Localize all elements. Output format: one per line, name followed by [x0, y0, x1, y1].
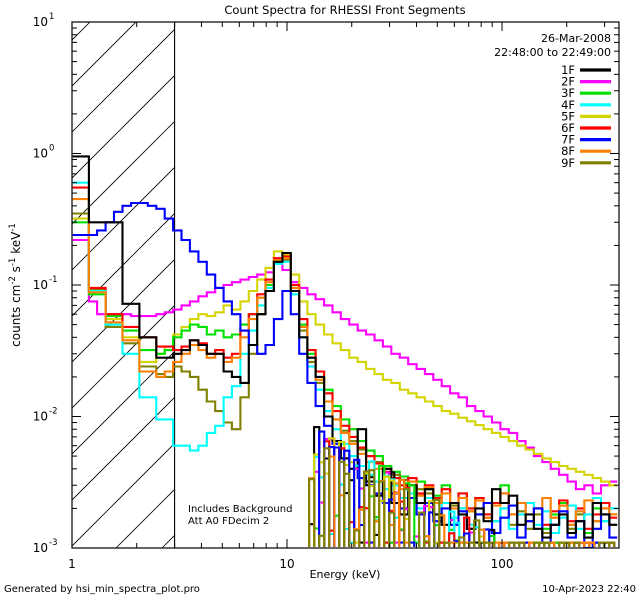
hatch-line	[72, 74, 175, 179]
footer-generator: Generated by hsi_min_spectra_plot.pro	[4, 584, 200, 595]
series-line-5f	[72, 217, 618, 487]
excluded-band-hatching	[72, 22, 176, 548]
legend-label-5f: 5F	[561, 109, 575, 123]
y-tick-mantissa: 10	[33, 278, 48, 292]
y-axis-label-text: counts cm-2 s-1 keV-1	[8, 223, 23, 347]
noise-spike	[563, 541, 571, 547]
y-tick-exponent: 0	[49, 144, 54, 154]
noise-spike	[463, 516, 471, 547]
annotation-attenuator: Att A0 FDecim 2	[188, 516, 269, 527]
noise-spike	[423, 540, 431, 547]
x-axis-label: Energy (keV)	[310, 568, 381, 581]
legend-label-2f: 2F	[561, 75, 575, 89]
series-line-2f	[72, 238, 618, 495]
noise-spike	[433, 498, 441, 547]
annotation-background: Includes Background	[188, 504, 292, 515]
noise-spike	[353, 458, 361, 547]
legend-label-9f: 9F	[561, 156, 575, 170]
noise-spike	[388, 511, 396, 547]
page-title: Count Spectra for RHESSI Front Segments	[224, 3, 465, 17]
noise-spike	[573, 541, 581, 547]
series-layer	[72, 155, 618, 548]
footer-timestamp: 10-Apr-2023 22:40	[542, 584, 636, 595]
noise-spike	[343, 472, 351, 547]
y-tick-label: 10 -1	[33, 275, 58, 292]
noise-spike	[378, 480, 386, 547]
y-tick-exponent: -2	[49, 407, 57, 417]
y-tick-mantissa: 10	[33, 147, 48, 161]
observation-date: 26-Mar-2008	[541, 32, 611, 45]
noise-spike	[308, 478, 316, 547]
noise-spike	[543, 541, 551, 547]
hatch-line	[72, 22, 137, 87]
legend-label-7f: 7F	[561, 133, 575, 147]
legend-label-8f: 8F	[561, 144, 575, 158]
y-tick-label: 10 -3	[33, 538, 58, 555]
plot-frame	[71, 21, 620, 549]
noise-spike	[588, 541, 596, 547]
y-tick-exponent: -1	[49, 275, 57, 285]
x-tick-labels: 1 10 100	[68, 557, 513, 571]
noise-spike	[368, 469, 376, 547]
noise-spike	[608, 541, 616, 547]
x-tick-label: 10	[279, 557, 294, 571]
y-tick-exponent: 1	[49, 12, 54, 22]
y-tick-label: 10 1	[33, 12, 55, 29]
hatch-line	[72, 212, 175, 317]
y-tick-label: 10 -2	[33, 407, 58, 424]
noise-spike	[473, 519, 481, 547]
hatch-line	[72, 258, 175, 363]
noise-spike	[458, 536, 466, 547]
x-tick-label: 100	[491, 557, 514, 571]
noise-spike	[488, 541, 496, 547]
legend-label-1f: 1F	[561, 63, 575, 77]
y-tick-mantissa: 10	[33, 410, 48, 424]
y-axis-label: counts cm-2 s-1 keV-1	[8, 223, 23, 347]
noise-spike	[403, 487, 411, 547]
x-tick-label: 1	[68, 557, 76, 571]
noise-spike	[518, 541, 526, 547]
legend-label-4f: 4F	[561, 98, 575, 112]
y-tick-label: 10 0	[33, 144, 55, 161]
noise-spike	[323, 447, 331, 547]
noise-spike	[418, 511, 426, 547]
legend-label-6f: 6F	[561, 121, 575, 135]
y-tick-exponent: -3	[49, 538, 57, 548]
y-tick-mantissa: 10	[33, 15, 48, 29]
series-line-1f	[72, 155, 618, 539]
hatch-line	[72, 166, 175, 271]
legend-label-3f: 3F	[561, 86, 575, 100]
series-noise-9f	[308, 447, 616, 547]
hatch-lines	[72, 22, 175, 548]
noise-spike	[443, 541, 451, 547]
hatch-line	[72, 396, 175, 501]
noise-spike	[448, 532, 456, 547]
observation-interval: 22:48:00 to 22:49:00	[494, 46, 611, 59]
noise-spike	[353, 529, 361, 547]
y-tick-mantissa: 10	[33, 541, 48, 555]
hatch-line	[72, 442, 175, 547]
hatch-line	[72, 28, 175, 133]
